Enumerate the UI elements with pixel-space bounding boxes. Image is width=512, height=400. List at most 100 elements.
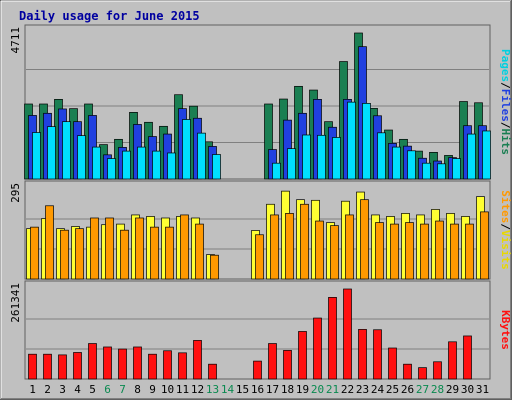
bar-kbytes-day-28 <box>433 361 442 380</box>
bar-pages-day-9 <box>152 150 161 180</box>
panel-hits-gridlines <box>26 69 489 143</box>
day-label-31: 31 <box>476 383 489 396</box>
bar-pages-day-11 <box>182 119 191 180</box>
bar-kbytes-day-8 <box>133 346 142 380</box>
day-label-6: 6 <box>104 383 111 396</box>
bar-pages-day-1 <box>32 132 41 180</box>
series-pages <box>32 101 491 180</box>
bar-kbytes-day-3 <box>58 354 67 380</box>
bar-pages-day-3 <box>62 121 71 180</box>
day-label-17: 17 <box>266 383 279 396</box>
day-label-13: 13 <box>206 383 219 396</box>
bar-sites-day-5 <box>90 217 99 280</box>
bar-kbytes-day-12 <box>193 340 202 380</box>
bar-kbytes-day-16 <box>253 360 262 380</box>
bar-sites-day-16 <box>255 234 264 280</box>
day-label-29: 29 <box>446 383 459 396</box>
bar-pages-day-24 <box>377 132 386 180</box>
day-label-21: 21 <box>326 383 339 396</box>
bar-sites-day-23 <box>360 199 369 280</box>
day-label-8: 8 <box>134 383 141 396</box>
bar-kbytes-day-30 <box>463 335 472 380</box>
day-label-24: 24 <box>371 383 385 396</box>
panel-kbytes: 261341 KBytes <box>9 280 512 380</box>
bar-sites-day-12 <box>195 223 204 280</box>
bar-kbytes-day-9 <box>148 353 157 380</box>
bar-pages-day-19 <box>302 134 311 180</box>
bar-pages-day-7 <box>122 150 131 180</box>
series-sites <box>30 199 489 280</box>
bar-sites-day-9 <box>150 226 159 280</box>
panel-kbytes-ymax-label: 261341 <box>9 283 22 323</box>
bar-pages-day-28 <box>437 163 446 180</box>
bar-sites-day-13 <box>210 254 219 280</box>
bar-kbytes-day-6 <box>103 346 112 380</box>
day-label-7: 7 <box>119 383 126 396</box>
bar-pages-day-17 <box>272 162 281 180</box>
chart-panels: 4711 Pages/Files/Hits 295 Sites/Visits 26134… <box>9 24 512 380</box>
bar-pages-day-30 <box>467 133 476 180</box>
day-label-15: 15 <box>236 383 249 396</box>
bar-sites-day-24 <box>375 222 384 280</box>
bar-sites-day-20 <box>315 220 324 280</box>
bar-sites-day-3 <box>60 229 69 280</box>
day-label-4: 4 <box>74 383 81 396</box>
day-label-11: 11 <box>176 383 189 396</box>
day-label-26: 26 <box>401 383 414 396</box>
bar-sites-day-21 <box>330 225 339 280</box>
bar-kbytes-day-25 <box>388 347 397 380</box>
bar-pages-day-6 <box>107 158 116 180</box>
bar-pages-day-18 <box>287 148 296 180</box>
panel-visits: 295 Sites/Visits <box>9 180 512 280</box>
bar-sites-day-19 <box>300 203 309 280</box>
bar-pages-day-13 <box>212 154 221 180</box>
bar-sites-day-4 <box>75 228 84 280</box>
panel-hits-ymax-label: 4711 <box>9 27 22 54</box>
day-label-22: 22 <box>341 383 354 396</box>
bar-pages-day-12 <box>197 132 206 180</box>
bar-sites-day-29 <box>450 223 459 280</box>
panel-hits: 4711 Pages/Files/Hits <box>9 24 512 180</box>
bar-kbytes-day-23 <box>358 329 367 380</box>
chart-title: Daily usage for June 2015 <box>19 9 200 23</box>
day-label-19: 19 <box>296 383 309 396</box>
bar-kbytes-day-22 <box>343 288 352 380</box>
bar-pages-day-31 <box>482 130 491 180</box>
bar-pages-day-10 <box>167 152 176 180</box>
bar-sites-day-7 <box>120 229 129 280</box>
bar-kbytes-day-4 <box>73 352 82 380</box>
bar-kbytes-day-27 <box>418 367 427 380</box>
bar-kbytes-day-5 <box>88 343 97 380</box>
day-label-16: 16 <box>251 383 264 396</box>
bar-pages-day-20 <box>317 134 326 180</box>
bar-kbytes-day-26 <box>403 363 412 380</box>
bar-kbytes-day-2 <box>43 353 52 380</box>
bar-sites-day-1 <box>30 226 39 280</box>
bar-sites-day-17 <box>270 214 279 280</box>
panel-visits-ymax-label: 295 <box>9 183 22 203</box>
bar-kbytes-day-10 <box>163 350 172 380</box>
bar-pages-day-22 <box>347 101 356 180</box>
bar-sites-day-10 <box>165 226 174 280</box>
legend-visits: Visits <box>499 230 512 270</box>
day-label-25: 25 <box>386 383 399 396</box>
bar-sites-day-31 <box>480 211 489 280</box>
day-label-28: 28 <box>431 383 444 396</box>
day-label-2: 2 <box>44 383 51 396</box>
bar-kbytes-day-29 <box>448 341 457 380</box>
legend-kbytes: KBytes <box>499 310 512 350</box>
bar-pages-day-5 <box>92 146 101 180</box>
bar-pages-day-21 <box>332 137 341 180</box>
day-label-12: 12 <box>191 383 204 396</box>
bar-pages-day-26 <box>407 150 416 180</box>
bar-sites-day-30 <box>465 223 474 280</box>
bar-sites-day-11 <box>180 214 189 280</box>
bar-kbytes-day-7 <box>118 348 127 380</box>
bar-sites-day-26 <box>405 222 414 280</box>
day-label-18: 18 <box>281 383 294 396</box>
bar-sites-day-22 <box>345 214 354 280</box>
panel-hits-legend: Pages/Files/Hits <box>499 49 512 155</box>
day-label-1: 1 <box>29 383 36 396</box>
